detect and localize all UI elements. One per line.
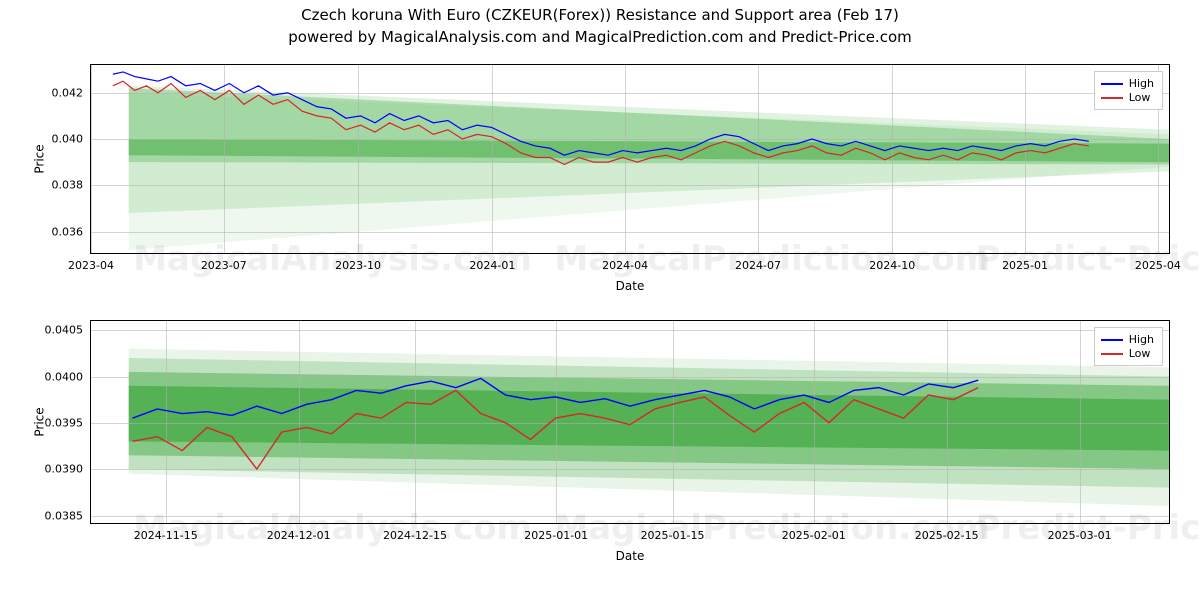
series-low: [132, 388, 978, 469]
legend-swatch-low: [1101, 353, 1123, 355]
xtick-label: 2025-03-01: [1048, 529, 1112, 542]
figure: Czech koruna With Euro (CZKEUR(Forex)) R…: [0, 0, 1200, 600]
xtick-label: 2025-04: [1135, 259, 1181, 272]
xtick-label: 2025-02-15: [915, 529, 979, 542]
chart-title: Czech koruna With Euro (CZKEUR(Forex)) R…: [0, 6, 1200, 24]
legend-item-high: High: [1101, 333, 1154, 346]
series-low: [113, 81, 1089, 164]
legend-item-high: High: [1101, 77, 1154, 90]
top-ylabel: Price: [33, 144, 47, 173]
ytick-label: 0.0385: [45, 509, 84, 522]
legend-label-low: Low: [1129, 91, 1151, 104]
xtick-label: 2023-10: [335, 259, 381, 272]
bottom-lines-svg: [91, 321, 1169, 523]
ytick-label: 0.038: [52, 179, 84, 192]
legend: High Low: [1094, 71, 1163, 110]
ytick-label: 0.0390: [45, 463, 84, 476]
xtick-label: 2023-04: [68, 259, 114, 272]
top-plot-area: [91, 65, 1169, 253]
ytick-label: 0.040: [52, 133, 84, 146]
legend-item-low: Low: [1101, 347, 1154, 360]
xtick-label: 2024-12-01: [267, 529, 331, 542]
xtick-label: 2024-10: [869, 259, 915, 272]
ytick-label: 0.0400: [45, 370, 84, 383]
legend-swatch-low: [1101, 97, 1123, 99]
xtick-label: 2024-12-15: [383, 529, 447, 542]
xtick-label: 2025-01: [1002, 259, 1048, 272]
xtick-label: 2025-01-15: [641, 529, 705, 542]
legend: High Low: [1094, 327, 1163, 366]
series-high: [132, 378, 978, 418]
xtick-label: 2023-07: [201, 259, 247, 272]
ytick-label: 0.0405: [45, 324, 84, 337]
legend-swatch-high: [1101, 83, 1123, 85]
ytick-label: 0.042: [52, 86, 84, 99]
top-xlabel: Date: [616, 279, 645, 293]
legend-item-low: Low: [1101, 91, 1154, 104]
top-chart-panel: High Low Price Date 0.0360.0380.0400.042…: [90, 64, 1170, 254]
legend-label-low: Low: [1129, 347, 1151, 360]
ytick-label: 0.0395: [45, 417, 84, 430]
bottom-plot-area: [91, 321, 1169, 523]
xtick-label: 2024-01: [469, 259, 515, 272]
ytick-label: 0.036: [52, 225, 84, 238]
top-lines-svg: [91, 65, 1169, 253]
bottom-xlabel: Date: [616, 549, 645, 563]
legend-label-high: High: [1129, 77, 1154, 90]
xtick-label: 2024-04: [602, 259, 648, 272]
xtick-label: 2024-11-15: [134, 529, 198, 542]
xtick-label: 2024-07: [735, 259, 781, 272]
xtick-label: 2025-01-01: [524, 529, 588, 542]
bottom-chart-panel: High Low Price Date 0.03850.03900.03950.…: [90, 320, 1170, 524]
legend-swatch-high: [1101, 339, 1123, 341]
xtick-label: 2025-02-01: [782, 529, 846, 542]
legend-label-high: High: [1129, 333, 1154, 346]
chart-subtitle: powered by MagicalAnalysis.com and Magic…: [0, 28, 1200, 46]
series-high: [113, 72, 1089, 155]
